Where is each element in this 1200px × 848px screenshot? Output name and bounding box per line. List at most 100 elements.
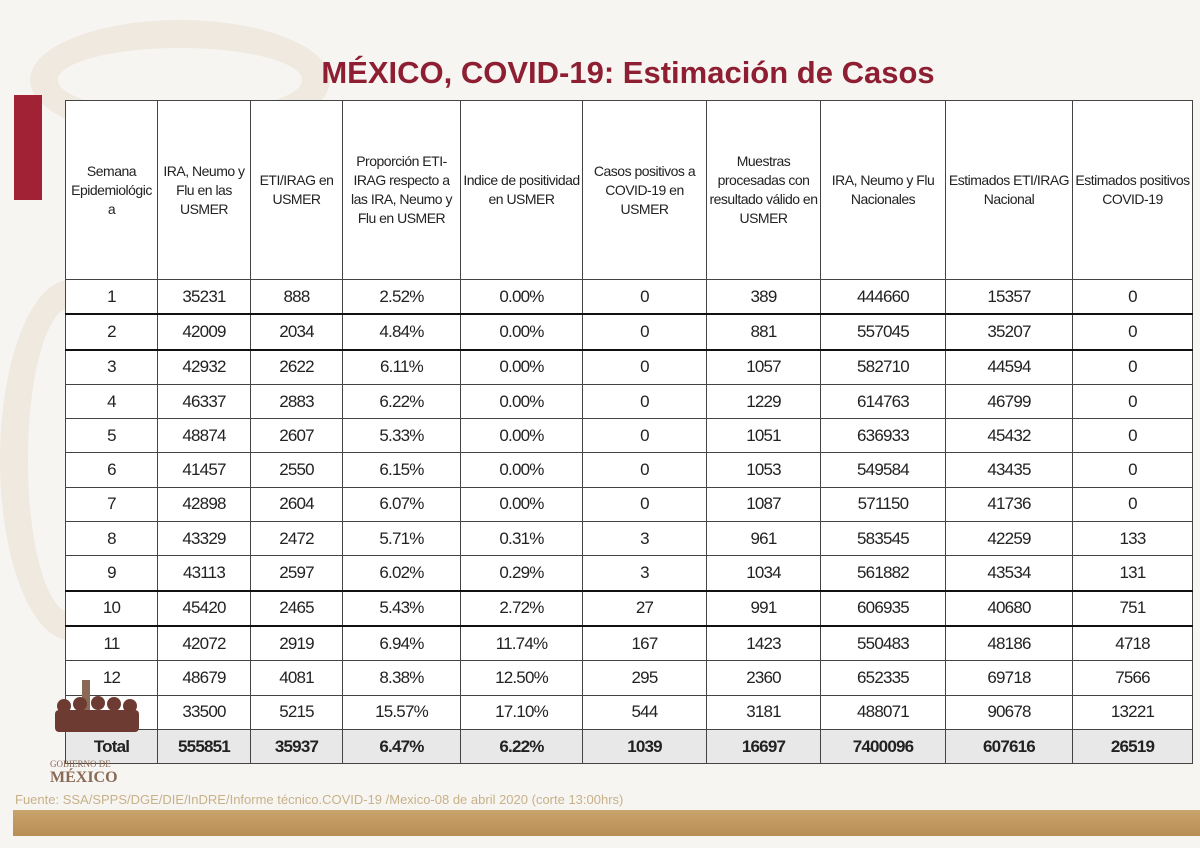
column-header: IRA, Neumo y Flu Nacionales bbox=[820, 100, 946, 280]
table-cell: 0 bbox=[582, 313, 707, 351]
table-row: 8 43329 2472 5.71% 0.31% 3 961 583545 42259 133 bbox=[65, 521, 1193, 557]
source-note: Fuente: SSA/SPPS/DGE/DIE/InDRE/Informe t… bbox=[15, 792, 624, 807]
table-cell: 0 bbox=[1072, 452, 1193, 488]
table-cell: 582710 bbox=[820, 348, 946, 385]
table-cell: 0.29% bbox=[460, 555, 583, 592]
table-cell: 46337 bbox=[157, 383, 251, 420]
table-cell: 8 bbox=[65, 521, 158, 557]
table-cell: 5.43% bbox=[342, 589, 461, 627]
table-cell: 5.71% bbox=[342, 521, 461, 557]
table-cell: 15357 bbox=[945, 279, 1073, 315]
table-cell: 2.52% bbox=[342, 279, 461, 315]
table-cell: 90678 bbox=[945, 694, 1073, 730]
table-cell: 0 bbox=[1072, 313, 1193, 351]
table-cell: 167 bbox=[582, 624, 707, 662]
total-cell: 1039 bbox=[582, 728, 707, 765]
table-row: 11 42072 2919 6.94% 11.74% 167 1423 550483 48186… bbox=[65, 624, 1193, 662]
column-header: Muestras procesadas con resultado válido… bbox=[706, 100, 821, 280]
total-cell: 6.47% bbox=[342, 728, 461, 765]
table-cell: 0 bbox=[582, 486, 707, 523]
table-cell: 15.57% bbox=[342, 694, 461, 730]
table-row: 6 41457 2550 6.15% 0.00% 0 1053 549584 43435 0 bbox=[65, 452, 1193, 488]
column-header: Estimados positivos COVID-19 bbox=[1072, 100, 1193, 280]
column-header: ETI/IRAG en USMER bbox=[250, 100, 343, 280]
table-cell: 0.00% bbox=[460, 313, 583, 351]
table-cell: 1 bbox=[65, 279, 158, 315]
page-title: MÉXICO, COVID-19: Estimación de Casos bbox=[321, 55, 935, 90]
table-cell: 1229 bbox=[706, 383, 821, 420]
table-row: 1 35231 888 2.52% 0.00% 0 389 444660 15357 0 bbox=[65, 279, 1193, 315]
table-cell: 2.72% bbox=[460, 589, 583, 627]
table-cell: 0.00% bbox=[460, 486, 583, 523]
table-cell: 1053 bbox=[706, 452, 821, 488]
table-cell: 0 bbox=[582, 383, 707, 420]
table-cell: 0.00% bbox=[460, 452, 583, 488]
table-cell: 7566 bbox=[1072, 660, 1193, 696]
table-cell: 3 bbox=[582, 521, 707, 557]
table-cell: 0 bbox=[582, 452, 707, 488]
table-cell: 6.02% bbox=[342, 555, 461, 592]
table-cell: 42932 bbox=[157, 348, 251, 385]
table-cell: 6.22% bbox=[342, 383, 461, 420]
table-cell: 0.00% bbox=[460, 383, 583, 420]
table-cell: 42072 bbox=[157, 624, 251, 662]
total-cell: 7400096 bbox=[820, 728, 946, 765]
table-cell: 133 bbox=[1072, 521, 1193, 557]
gobierno-logo bbox=[55, 680, 139, 732]
table-cell: 43329 bbox=[157, 521, 251, 557]
table-cell: 2465 bbox=[250, 589, 343, 627]
table-cell: 606935 bbox=[820, 589, 946, 627]
accent-bar bbox=[14, 95, 42, 200]
table-cell: 17.10% bbox=[460, 694, 583, 730]
total-cell: 555851 bbox=[157, 728, 251, 765]
table-cell: 636933 bbox=[820, 418, 946, 454]
table-cell: 0.31% bbox=[460, 521, 583, 557]
table-cell: 1051 bbox=[706, 418, 821, 454]
table-row: 10 45420 2465 5.43% 2.72% 27 991 606935 40680 751 bbox=[65, 589, 1193, 627]
table-cell: 544 bbox=[582, 694, 707, 730]
table-cell: 41457 bbox=[157, 452, 251, 488]
table-row: 5 48874 2607 5.33% 0.00% 0 1051 636933 45432 0 bbox=[65, 418, 1193, 454]
table-row: 7 42898 2604 6.07% 0.00% 0 1087 571150 41736 0 bbox=[65, 486, 1193, 523]
table-cell: 583545 bbox=[820, 521, 946, 557]
table-cell: 1057 bbox=[706, 348, 821, 385]
table-cell: 561882 bbox=[820, 555, 946, 592]
total-row: Total 555851 35937 6.47% 6.22% 1039 16697 74000… bbox=[65, 728, 1193, 765]
table-cell: 11 bbox=[65, 624, 158, 662]
table-cell: 35207 bbox=[945, 313, 1073, 351]
table-cell: 12.50% bbox=[460, 660, 583, 696]
table-cell: 991 bbox=[706, 589, 821, 627]
table-cell: 0.00% bbox=[460, 348, 583, 385]
table-cell: 389 bbox=[706, 279, 821, 315]
table-cell: 3181 bbox=[706, 694, 821, 730]
table-cell: 4081 bbox=[250, 660, 343, 696]
footer-bar bbox=[13, 810, 1200, 836]
table-cell: 2034 bbox=[250, 313, 343, 351]
column-header: Semana Epidemiológica bbox=[65, 100, 158, 280]
table-cell: 6.11% bbox=[342, 348, 461, 385]
table-cell: 444660 bbox=[820, 279, 946, 315]
table-cell: 7 bbox=[65, 486, 158, 523]
table-cell: 4.84% bbox=[342, 313, 461, 351]
table-cell: 3 bbox=[582, 555, 707, 592]
table-cell: 43435 bbox=[945, 452, 1073, 488]
table-cell: 652335 bbox=[820, 660, 946, 696]
cases-table: Semana Epidemiológica IRA, Neumo y Flu en… bbox=[65, 100, 1193, 765]
table-header-row: Semana Epidemiológica IRA, Neumo y Flu en… bbox=[65, 100, 1193, 280]
table-cell: 4718 bbox=[1072, 624, 1193, 662]
table-cell: 0 bbox=[1072, 348, 1193, 385]
column-header: Proporción ETI-IRAG respecto a las IRA, … bbox=[342, 100, 461, 280]
table-row: 2 42009 2034 4.84% 0.00% 0 881 557045 35207 0 bbox=[65, 313, 1193, 351]
table-cell: 2 bbox=[65, 313, 158, 351]
column-header: Indice de positividad en USMER bbox=[460, 100, 583, 280]
table-cell: 41736 bbox=[945, 486, 1073, 523]
table-row: 12 48679 4081 8.38% 12.50% 295 2360 652335 69718… bbox=[65, 660, 1193, 696]
table-cell: 40680 bbox=[945, 589, 1073, 627]
table-cell: 0 bbox=[1072, 279, 1193, 315]
table-cell: 488071 bbox=[820, 694, 946, 730]
table-cell: 0 bbox=[1072, 486, 1193, 523]
table-cell: 557045 bbox=[820, 313, 946, 351]
table-cell: 0.00% bbox=[460, 418, 583, 454]
table-cell: 1034 bbox=[706, 555, 821, 592]
table-cell: 45420 bbox=[157, 589, 251, 627]
